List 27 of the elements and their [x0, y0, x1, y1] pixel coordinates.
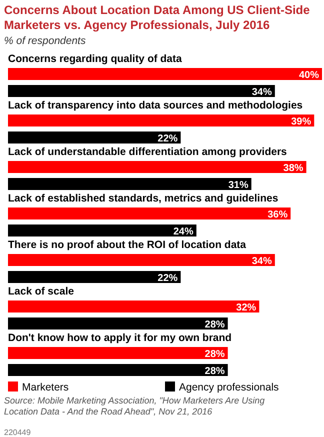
data-label: 28%	[204, 349, 225, 360]
data-label: 24%	[173, 226, 194, 238]
data-label: 36%	[268, 210, 288, 220]
chart-title: Concerns About Location Data Among US Client-Side Marketers vs. Agency Professionals, July 2016	[4, 3, 310, 32]
data-label: 32%	[236, 302, 256, 314]
source-note: Source: Mobile Marketing Association, "How Marketers Are Using Location Data - And the Road Ahead", Nov 21, 2016	[4, 396, 265, 416]
data-label: 38%	[283, 163, 304, 174]
data-label: 39%	[291, 116, 312, 128]
data-label: 40%	[298, 70, 320, 81]
data-label: 22%	[158, 134, 178, 144]
y-tick-label: Lack of transparency into data sources and methodologies	[8, 100, 303, 112]
data-label: 31%	[228, 180, 248, 191]
data-label: 28%	[204, 366, 225, 377]
data-label: 22%	[158, 273, 178, 284]
y-tick-label: Concerns regarding quality of data	[8, 53, 182, 65]
chart-subtitle: % of respondents	[4, 35, 86, 47]
y-tick-label: Lack of established standards, metrics and guidelines	[8, 192, 278, 204]
text: 220449	[4, 428, 32, 437]
data-label: 28%	[204, 320, 225, 330]
y-tick-label: Don't know how to apply it for my own brand	[8, 332, 232, 344]
y-tick-label: There is no proof about the ROI of location data	[8, 239, 246, 251]
y-tick-label: Lack of scale	[8, 286, 74, 298]
y-tick-label: Lack of understandable differentiation among providers	[8, 146, 288, 158]
legend-label: Agency professionals	[179, 382, 279, 394]
data-label: 34%	[252, 256, 272, 267]
legend-label: Marketers	[22, 382, 69, 394]
data-label: 34%	[252, 87, 272, 98]
